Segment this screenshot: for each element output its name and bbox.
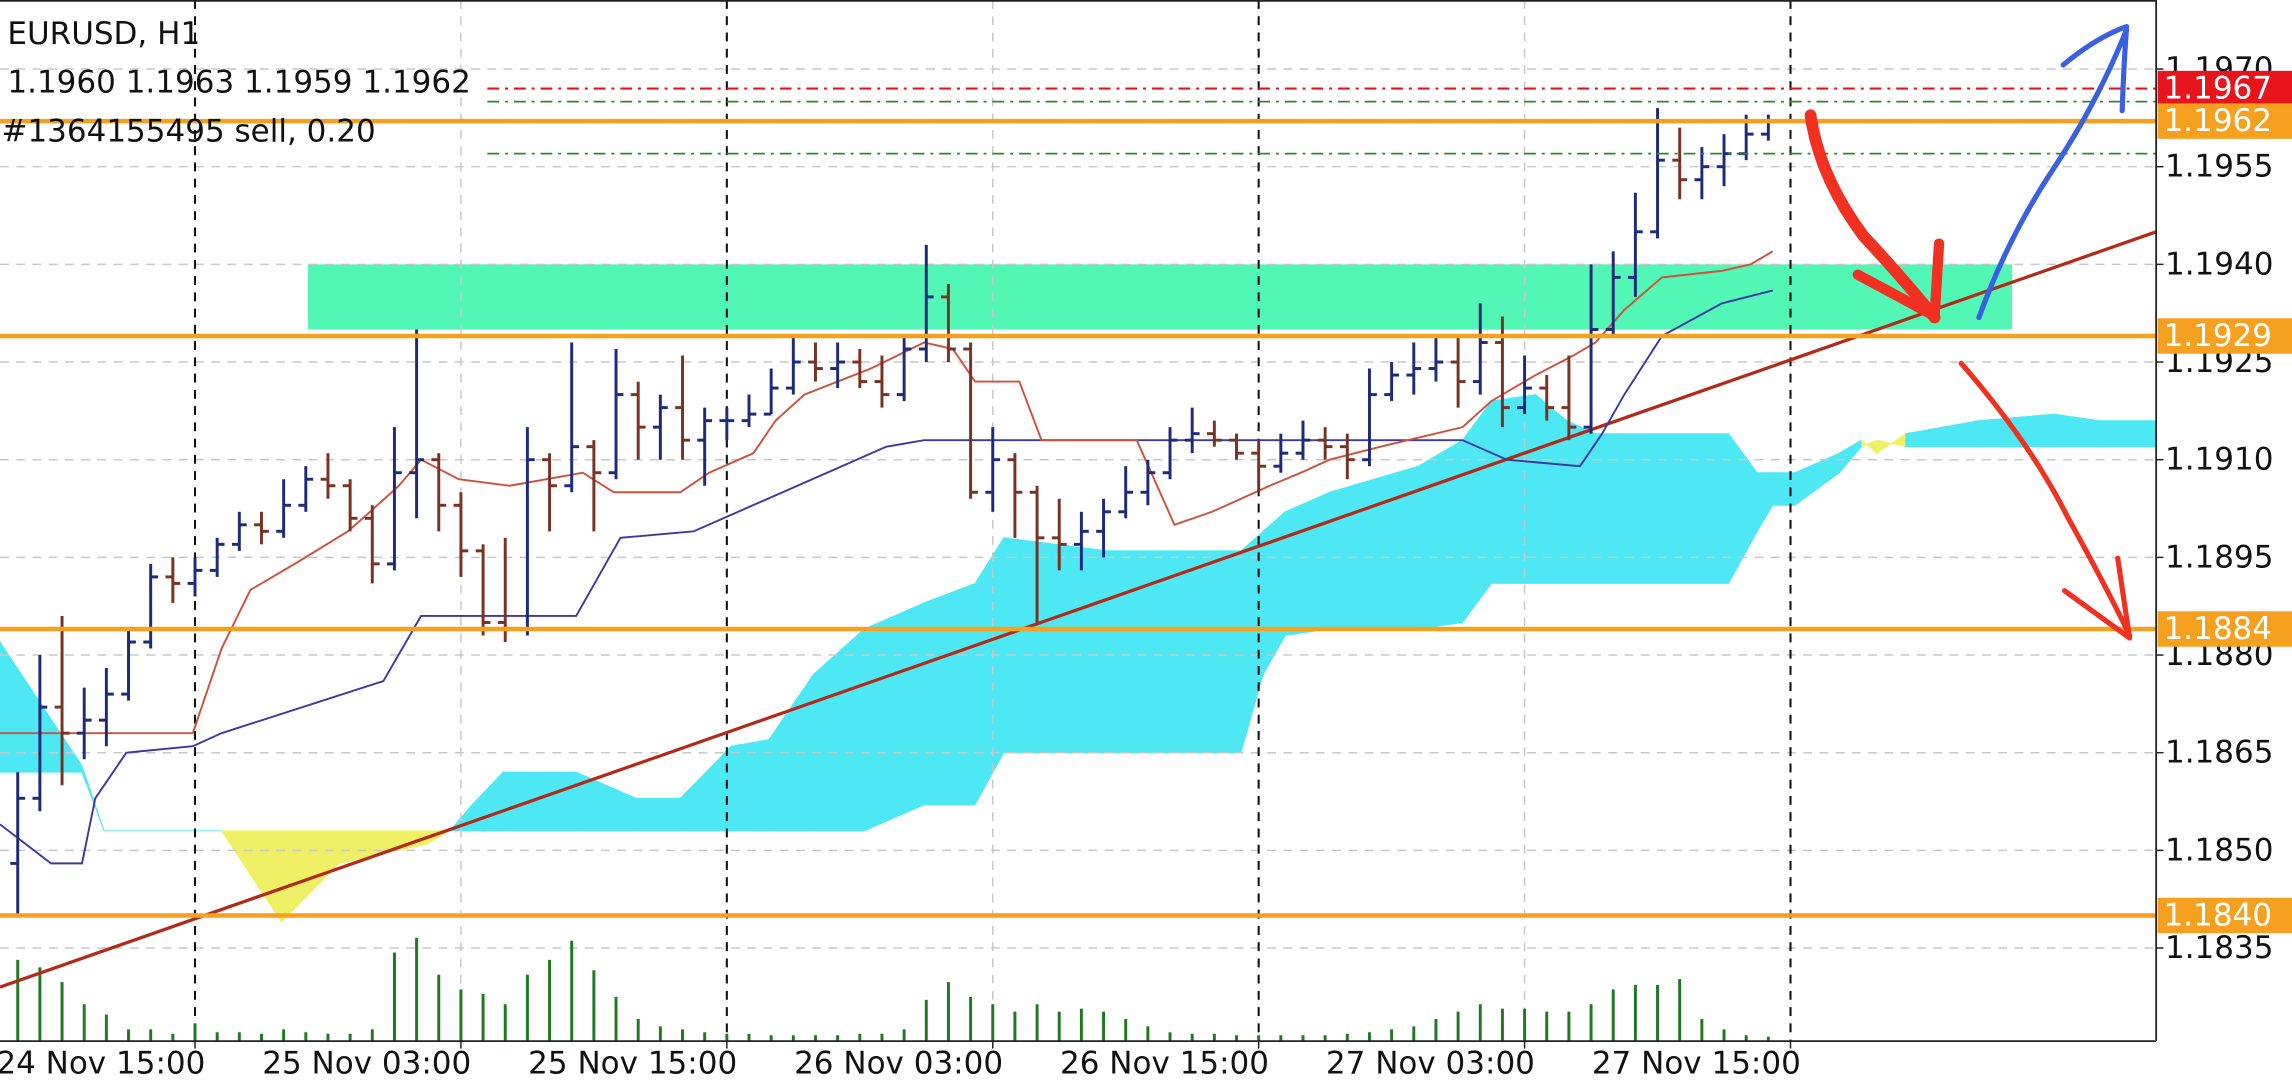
level-label: 1.1962: [2164, 103, 2272, 139]
cloud-segment: [1003, 537, 1109, 754]
hand-drawn-arrow: [2061, 555, 2133, 641]
order-label: #1364155495 sell, 0.20: [1, 113, 375, 149]
cloud-segment: [863, 602, 925, 832]
cloud-segment: [1595, 433, 1729, 584]
x-tick-label: 25 Nov 15:00: [528, 1045, 737, 1080]
hand-drawn-arrow: [1958, 360, 2133, 638]
cloud-segment: [1462, 399, 1492, 624]
y-tick-label: 1.1865: [2165, 735, 2273, 771]
level-tag: [2157, 897, 2292, 934]
cloud-segment: [1417, 439, 1463, 630]
y-tick-label: 1.1850: [2165, 832, 2273, 868]
y-tick-label: 1.1955: [2165, 149, 2273, 185]
trend-line: [0, 230, 2157, 989]
level-label: 1.1884: [2164, 611, 2272, 647]
cloud-segment: [81, 765, 105, 831]
y-tick-label: 1.1835: [2165, 930, 2273, 966]
hand-drawn-arrow: [1852, 238, 1945, 322]
cloud-segment: [1107, 550, 1242, 754]
y-tick-label: 1.1895: [2165, 539, 2273, 575]
symbol-title: EURUSD, H1: [7, 16, 200, 52]
time-axis-bg: [0, 1041, 2292, 1080]
x-tick-label: 27 Nov 03:00: [1326, 1045, 1535, 1080]
x-tick-label: 25 Nov 03:00: [262, 1045, 471, 1080]
level-label: 1.1840: [2164, 897, 2272, 933]
hand-drawn-arrow: [1976, 26, 2130, 321]
level-tag: [2157, 611, 2292, 647]
level-label: 1.1929: [2164, 318, 2272, 354]
cloud-segment: [635, 797, 681, 832]
cloud-segment: [1535, 393, 1568, 584]
hand-drawn-arrow: [1804, 109, 1941, 324]
ohlc-readout: 1.1960 1.1963 1.1959 1.1962: [7, 65, 470, 101]
cloud-segment: [1772, 472, 1796, 506]
level-label: 1.1967: [2164, 71, 2272, 107]
cloud-segment: [1566, 419, 1596, 584]
zone: [308, 264, 2013, 330]
x-tick-label: 26 Nov 15:00: [1060, 1045, 1269, 1080]
y-tick-label: 1.1910: [2165, 442, 2273, 478]
x-tick-label: 24 Nov 15:00: [0, 1045, 205, 1080]
level-tag: [2157, 70, 2292, 107]
kijun-line: [0, 289, 1774, 865]
hand-drawn-arrow: [2060, 24, 2130, 114]
cloud-segment: [502, 771, 577, 832]
y-tick-label: 1.1940: [2165, 246, 2273, 282]
x-tick-label: 26 Nov 03:00: [794, 1045, 1003, 1080]
x-tick-label: 27 Nov 15:00: [1592, 1045, 1801, 1080]
cloud-segment: [1329, 465, 1419, 630]
cloud-segment: [1490, 394, 1537, 584]
level-tag: [2157, 318, 2292, 354]
cloud-segment: [2098, 420, 2157, 448]
level-tag: [2157, 103, 2292, 139]
cloud-segment: [923, 582, 976, 806]
cloud-segment: [1284, 491, 1331, 637]
